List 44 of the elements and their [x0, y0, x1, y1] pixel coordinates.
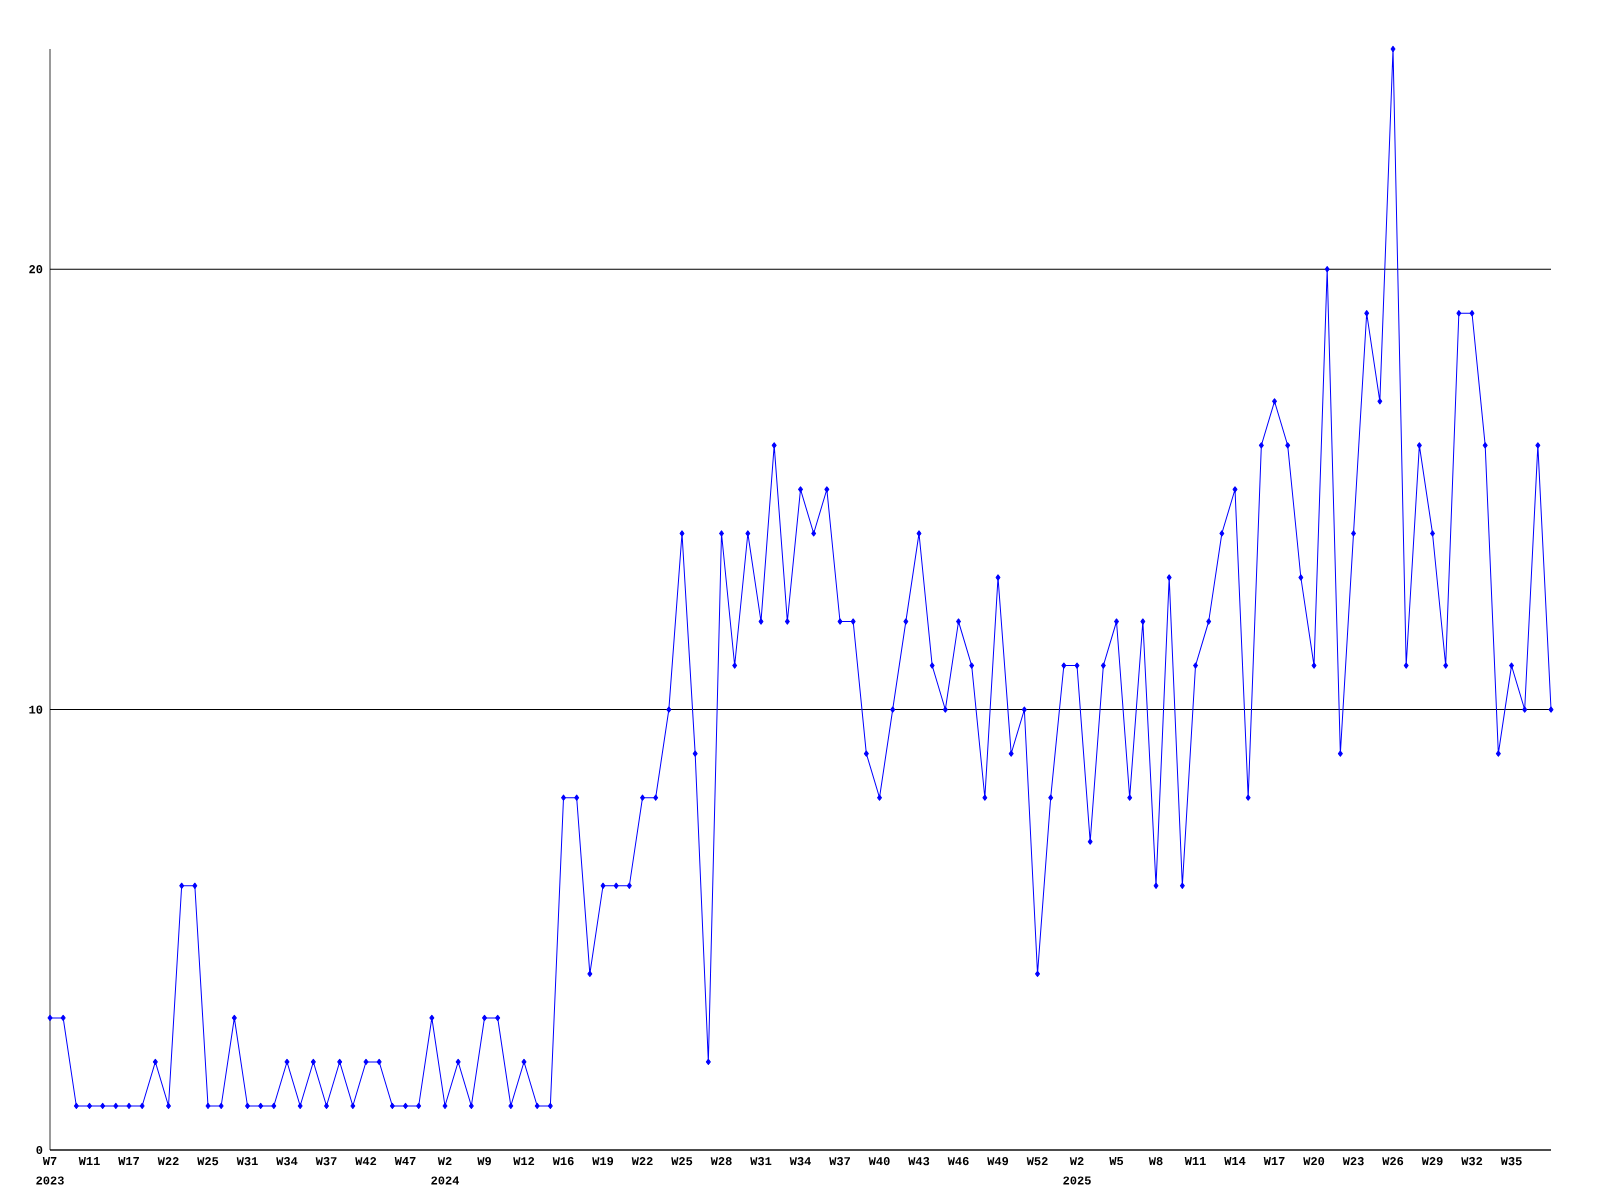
x-tick-label: W31 — [750, 1157, 772, 1166]
y-tick-label: 20 — [29, 265, 43, 274]
text: 2025 — [1063, 1176, 1091, 1185]
x-tick-label: W19 — [592, 1157, 614, 1166]
x-tick-label: W40 — [868, 1157, 890, 1166]
x-tick-label: W32 — [1461, 1157, 1483, 1166]
x-tick-label: W34 — [789, 1157, 811, 1166]
x-tick-label: W11 — [1184, 1157, 1206, 1165]
x-tick-label: W2 — [437, 1157, 452, 1166]
x-tick-label: W11 — [78, 1157, 100, 1165]
y-tick-label: 10 — [29, 705, 43, 714]
x-tick-label: W52 — [1026, 1157, 1048, 1166]
x-tick-label: W34 — [276, 1157, 298, 1166]
text: 2023 — [36, 1176, 64, 1185]
x-tick-label: W25 — [671, 1157, 693, 1166]
x-tick-label: W23 — [1342, 1157, 1364, 1166]
x-tick-label: W7 — [42, 1157, 57, 1165]
x-tick-label: W29 — [1421, 1157, 1443, 1166]
x-tick-label: W37 — [315, 1157, 337, 1166]
x-tick-label: W22 — [631, 1157, 653, 1166]
x-tick-label: W17 — [1263, 1157, 1285, 1165]
x-tick-label: W20 — [1303, 1157, 1325, 1166]
x-tick-label: W14 — [1224, 1157, 1246, 1165]
x-tick-label: W26 — [1382, 1157, 1404, 1166]
x-tick-label: W43 — [908, 1157, 930, 1166]
x-tick-label: W12 — [513, 1157, 535, 1166]
x-tick-label: W46 — [947, 1157, 969, 1166]
x-tick-label: W5 — [1109, 1157, 1124, 1166]
x-tick-label: W22 — [157, 1157, 179, 1166]
x-tick-label: W49 — [987, 1157, 1009, 1166]
x-tick-label: W25 — [197, 1157, 219, 1166]
x-tick-label: W8 — [1148, 1157, 1163, 1166]
text: 2024 — [431, 1176, 460, 1185]
x-tick-label: W31 — [236, 1157, 258, 1166]
x-tick-label: W35 — [1500, 1157, 1522, 1166]
x-tick-label: W28 — [710, 1157, 732, 1166]
x-tick-label: W47 — [394, 1157, 416, 1165]
x-tick-label: W9 — [477, 1157, 491, 1166]
x-tick-label: W17 — [118, 1157, 139, 1165]
x-tick-label: W2 — [1069, 1157, 1084, 1166]
x-tick-label: W16 — [552, 1157, 574, 1166]
x-tick-label: W42 — [355, 1157, 377, 1166]
x-tick-label: W37 — [829, 1157, 851, 1166]
y-tick-label: 0 — [36, 1145, 43, 1155]
